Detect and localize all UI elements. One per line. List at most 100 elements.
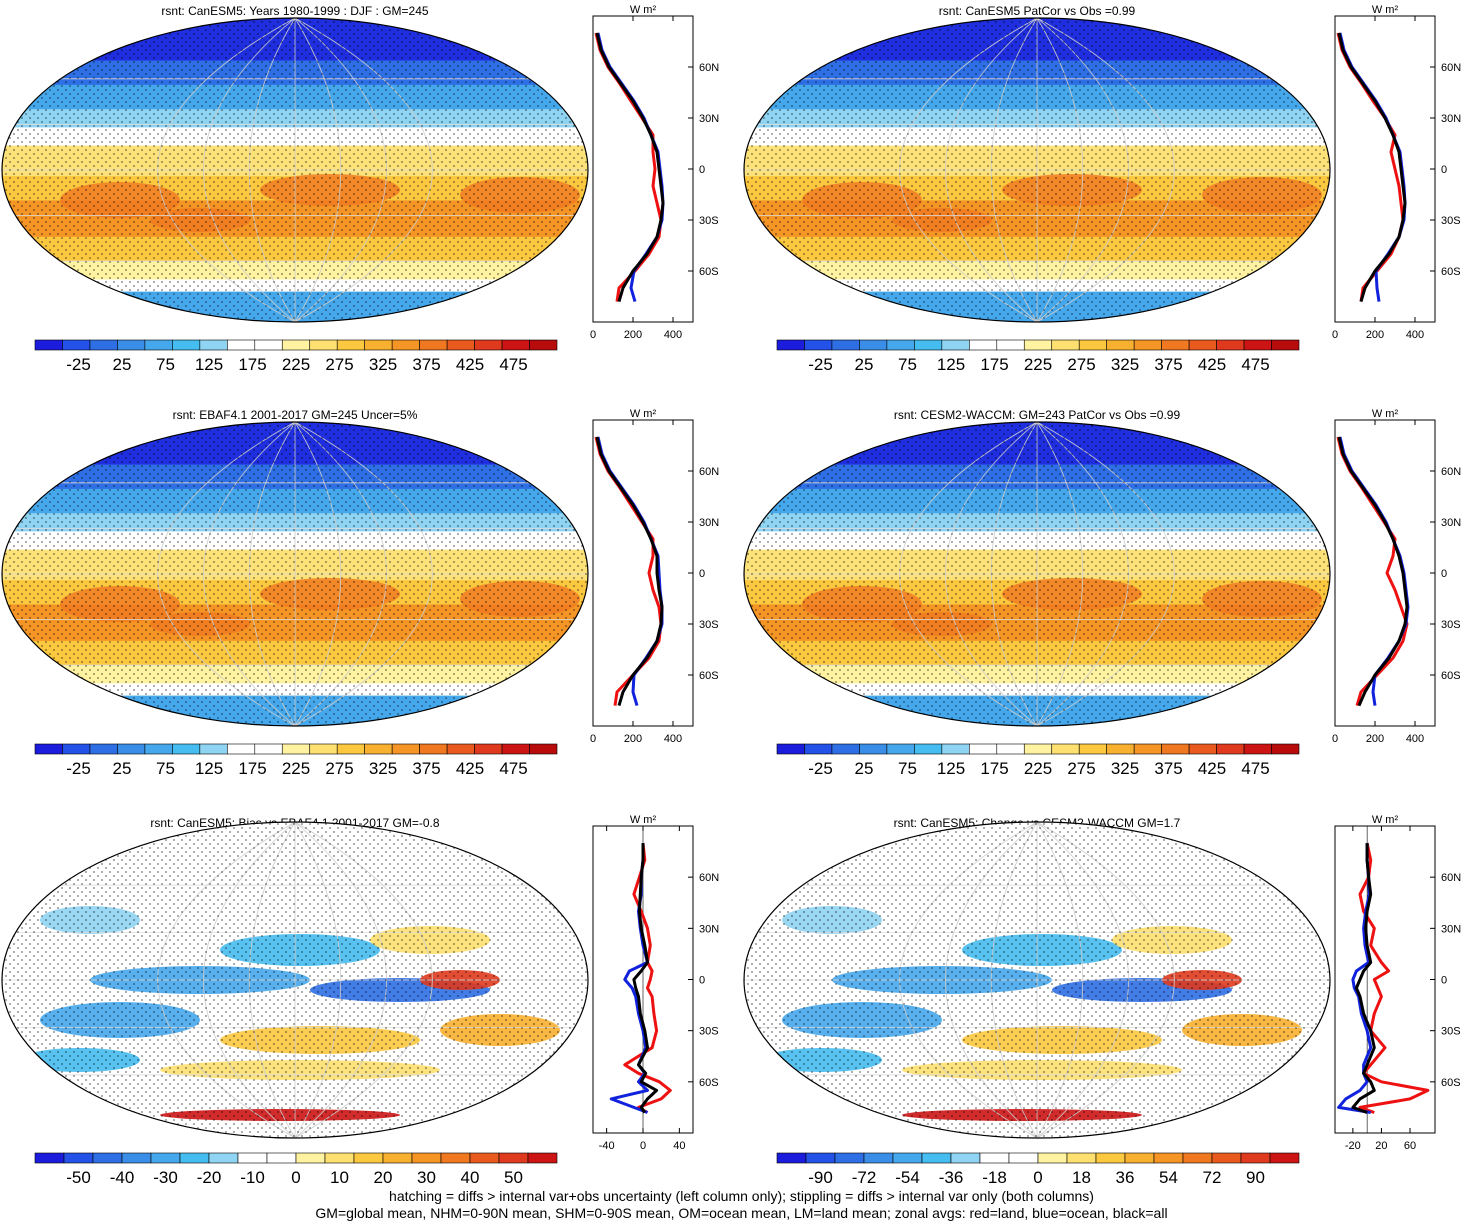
zonal-ytick-label: 60S (699, 266, 719, 278)
colorbar-tick-label: 175 (238, 355, 266, 374)
colorbar-box (353, 1152, 384, 1164)
colorbar-box (63, 1152, 94, 1164)
colorbar-tick-label: 375 (1154, 759, 1182, 778)
colorbar-tick-label: 225 (1024, 759, 1052, 778)
zonal-ytick-label: 60S (1441, 1077, 1461, 1089)
stippling (2, 422, 588, 726)
colorbar-box (892, 1152, 923, 1164)
colorbar-box (969, 743, 998, 755)
map-outline (1, 17, 589, 323)
zonal-xlabel: W m² (1372, 4, 1399, 16)
zonal-xtick-label: 0 (1332, 329, 1338, 341)
map-outline (743, 821, 1331, 1139)
colorbar-tick-label: 75 (898, 355, 917, 374)
colorbar-box (419, 743, 448, 755)
stippling (744, 422, 1330, 726)
colorbar-tick-label: 225 (282, 355, 310, 374)
zonal-plot: 60N 30N 0 30S 60S 0 200 400 W m² (590, 4, 719, 341)
map-outline (1, 421, 589, 727)
colorbar-box (804, 339, 833, 351)
map-field (744, 422, 1330, 726)
colorbar-tick-label: 40 (461, 1168, 480, 1187)
colorbar-box (391, 743, 420, 755)
zonal-xtick-label: 200 (624, 329, 642, 341)
map-title: rsnt: EBAF4.1 2001-2017 GM=245 Uncer=5% (172, 408, 418, 422)
colorbar-box (117, 339, 146, 351)
zonal-xtick-label: 20 (1375, 1140, 1387, 1152)
stippling (2, 822, 588, 1138)
zonal-xtick-label: 0 (1332, 733, 1338, 745)
colorbar-box (336, 743, 365, 755)
colorbar-box (529, 743, 558, 755)
colorbar-tick-label: -25 (808, 355, 833, 374)
zonal-ytick-label: 0 (1441, 975, 1447, 987)
colorbar-box (1161, 743, 1190, 755)
zonal-xtick-label: 400 (1406, 733, 1424, 745)
stippling (744, 822, 1330, 1138)
colorbar-box (382, 1152, 413, 1164)
colorbar-box (859, 743, 888, 755)
colorbar-tick-label: 10 (330, 1168, 349, 1187)
colorbar-box (914, 339, 943, 351)
colorbar-box (62, 339, 91, 351)
map-title: rsnt: CESM2-WACCM: GM=243 PatCor vs Obs … (893, 408, 1181, 422)
zonal-xlabel: W m² (630, 4, 657, 16)
zonal-ytick-label: 60S (699, 1077, 719, 1089)
zonal-xlabel: W m² (1372, 814, 1399, 826)
colorbar-box (1133, 743, 1162, 755)
zonal-ytick-label: 30N (1441, 923, 1461, 935)
colorbar-tick-label: 425 (456, 759, 484, 778)
map-outline (743, 421, 1331, 727)
colorbar-box (281, 743, 311, 755)
colorbar-tick-label: 375 (1154, 355, 1182, 374)
colorbar-box (172, 743, 201, 755)
panel-1: rsnt: CanESM5: Years 1980-1999 : DJF : G… (0, 0, 740, 400)
colorbar-box (1243, 339, 1272, 351)
colorbar-box (1216, 339, 1245, 351)
colorbar-tick-label: 325 (1111, 355, 1139, 374)
colorbar-tick-label: 275 (325, 759, 353, 778)
colorbar-tick-label: 475 (1241, 759, 1269, 778)
colorbar-box (227, 743, 256, 755)
colorbar-box (501, 743, 530, 755)
colorbar-box (969, 339, 998, 351)
colorbar-box (62, 743, 91, 755)
colorbar-box (886, 339, 915, 351)
zonal-ytick-label: 30N (699, 517, 719, 529)
colorbar-tick-label: 125 (195, 355, 223, 374)
zonal-xtick-label: 60 (1404, 1140, 1416, 1152)
colorbar-box (1095, 1152, 1126, 1164)
colorbar-tick-label: 275 (1067, 355, 1095, 374)
zonal-line-land (1358, 842, 1430, 1114)
zonal-xtick-label: 40 (673, 1140, 685, 1152)
zonal-ytick-label: 0 (699, 164, 705, 176)
colorbar-box (863, 1152, 894, 1164)
colorbar-tick-label: 425 (1198, 759, 1226, 778)
zonal-line-land (594, 32, 663, 302)
zonal-line-all (595, 32, 665, 303)
zonal-line-land (1336, 32, 1405, 302)
colorbar-tick-label: 25 (113, 759, 132, 778)
zonal-xlabel: W m² (1372, 408, 1399, 420)
colorbar-box (527, 1152, 558, 1164)
colorbar-tick-label: 125 (937, 355, 965, 374)
colorbar-tick-label: -72 (852, 1168, 877, 1187)
colorbar-box (1271, 743, 1300, 755)
colorbar-tick-label: 425 (456, 355, 484, 374)
zonal-ytick-label: 0 (699, 568, 705, 580)
colorbar-box (498, 1152, 529, 1164)
colorbar-tick-label: 475 (1241, 355, 1269, 374)
map-outline (1, 821, 589, 1139)
zonal-ytick-label: 30N (1441, 113, 1461, 125)
map-field (744, 18, 1330, 322)
map-outline (743, 17, 1331, 323)
panel-2: rsnt: CanESM5 PatCor vs Obs =0.99 -25 25 7… (742, 0, 1483, 400)
colorbar-tick-label: 75 (898, 759, 917, 778)
map-field (2, 422, 588, 726)
colorbar-box (776, 743, 805, 755)
colorbar-tick-label: 18 (1072, 1168, 1091, 1187)
colorbar-box (1161, 339, 1190, 351)
panel-6: rsnt: CanESM5: Change vs CESM2-WACCM GM=… (742, 810, 1483, 1190)
colorbar-box (34, 339, 63, 351)
zonal-frame (1334, 825, 1436, 1134)
